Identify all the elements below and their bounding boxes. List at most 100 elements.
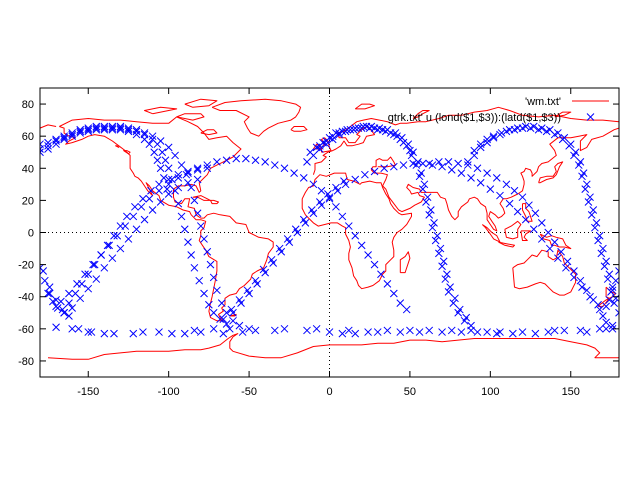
track-point-229 bbox=[122, 212, 131, 221]
legend: 'wm.txt' gtrk.txt' u (lond($1,$3)):(latd(… bbox=[388, 96, 609, 124]
track-point-59 bbox=[206, 260, 215, 269]
track-point-348 bbox=[145, 194, 154, 203]
coastline-0 bbox=[59, 116, 274, 322]
track-point-49 bbox=[164, 143, 173, 152]
track-point-121 bbox=[351, 124, 360, 132]
track-point-69 bbox=[60, 135, 68, 144]
coastline-8 bbox=[597, 297, 610, 307]
track-point-156 bbox=[386, 129, 395, 137]
track-point-346 bbox=[164, 180, 173, 189]
track-point-180 bbox=[591, 223, 599, 232]
track-point-296 bbox=[562, 263, 570, 272]
track-point-405 bbox=[225, 324, 234, 333]
track-point-274 bbox=[361, 170, 369, 179]
track-point-308 bbox=[275, 244, 284, 253]
track-point-24 bbox=[184, 238, 192, 246]
track-point-61 bbox=[213, 286, 221, 295]
track-point-243 bbox=[76, 294, 85, 303]
track-point-197 bbox=[529, 122, 538, 131]
track-point-226 bbox=[103, 241, 112, 250]
track-point-402 bbox=[180, 329, 189, 338]
track-point-182 bbox=[597, 249, 606, 258]
track-point-305 bbox=[251, 276, 260, 285]
track-point-333 bbox=[290, 169, 298, 177]
track-point-331 bbox=[309, 180, 318, 189]
track-point-223 bbox=[84, 270, 93, 279]
track-point-19 bbox=[168, 175, 176, 184]
track-point-321 bbox=[377, 270, 385, 279]
track-point-30 bbox=[209, 308, 218, 317]
track-point-317 bbox=[402, 305, 411, 314]
coastline-18 bbox=[290, 126, 308, 132]
track-point-437 bbox=[312, 324, 321, 333]
track-point-73 bbox=[92, 125, 101, 134]
track-point-68 bbox=[52, 140, 60, 149]
track-point-280 bbox=[418, 159, 427, 168]
track-point-355 bbox=[89, 260, 97, 269]
track-point-335 bbox=[270, 161, 279, 169]
track-point-255 bbox=[174, 183, 183, 192]
track-point-403 bbox=[196, 328, 205, 336]
coastline-4 bbox=[301, 172, 412, 290]
track-point-443 bbox=[492, 329, 501, 338]
track-point-155 bbox=[378, 125, 387, 134]
track-point-439 bbox=[406, 326, 414, 335]
track-point-67 bbox=[44, 145, 52, 153]
track-point-77 bbox=[124, 127, 133, 136]
track-point-310 bbox=[291, 225, 300, 234]
track-point-343 bbox=[193, 164, 202, 173]
track-point-410 bbox=[325, 328, 334, 336]
track-point-415 bbox=[383, 326, 392, 335]
track-point-151 bbox=[346, 125, 355, 134]
coastline-20 bbox=[176, 113, 205, 121]
track-point-111 bbox=[449, 299, 458, 307]
track-point-433 bbox=[190, 326, 199, 335]
track-point-120 bbox=[343, 125, 352, 134]
track-point-132 bbox=[420, 180, 429, 189]
track-point-131 bbox=[417, 169, 426, 177]
track-point-28 bbox=[200, 289, 208, 298]
x-tick-label: -150 bbox=[77, 386, 99, 398]
track-point-431 bbox=[110, 329, 118, 338]
track-point-75 bbox=[108, 125, 117, 134]
track-point-2 bbox=[52, 137, 60, 145]
track-point-18 bbox=[164, 164, 173, 173]
track-point-319 bbox=[389, 289, 398, 298]
track-point-257 bbox=[193, 175, 202, 184]
track-point-414 bbox=[373, 328, 382, 336]
track-point-83 bbox=[156, 164, 165, 173]
track-point-23 bbox=[180, 225, 189, 234]
track-point-368 bbox=[544, 228, 553, 237]
track-point-183 bbox=[600, 262, 609, 271]
track-point-416 bbox=[396, 328, 405, 336]
legend-label-1: gtrk.txt' u (lond($1,$3)):(latd($1,$3)) bbox=[388, 112, 561, 124]
track-point-381 bbox=[435, 158, 443, 166]
track-point-195 bbox=[513, 124, 522, 132]
track-point-106 bbox=[431, 236, 440, 245]
legend-label-0: 'wm.txt' bbox=[525, 96, 561, 108]
track-point-208 bbox=[589, 206, 598, 214]
x-tick-label: 50 bbox=[404, 386, 416, 398]
track-point-393 bbox=[605, 296, 614, 304]
track-point-206 bbox=[582, 180, 591, 189]
track-point-398 bbox=[100, 329, 109, 338]
coastline-5 bbox=[399, 251, 411, 274]
track-point-329 bbox=[325, 194, 334, 203]
coastline-23 bbox=[200, 129, 218, 136]
track-point-400 bbox=[155, 328, 163, 336]
track-point-233 bbox=[155, 180, 163, 189]
y-tick-label: -20 bbox=[18, 260, 34, 272]
track-point-290 bbox=[513, 207, 522, 216]
track-point-71 bbox=[76, 129, 85, 137]
coastline-13 bbox=[520, 230, 531, 241]
coastline-25 bbox=[115, 145, 120, 148]
track-point-369 bbox=[537, 219, 546, 227]
y-tick-label: -60 bbox=[18, 324, 34, 336]
track-point-409 bbox=[303, 326, 311, 335]
track-point-154 bbox=[370, 124, 379, 132]
track-point-191 bbox=[483, 135, 491, 144]
track-point-288 bbox=[496, 191, 504, 200]
track-point-230 bbox=[131, 202, 139, 211]
track-point-196 bbox=[521, 122, 530, 131]
